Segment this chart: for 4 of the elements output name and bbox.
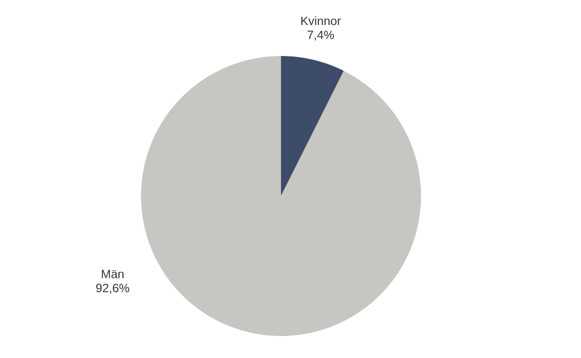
data-label: 7,4% <box>308 30 334 41</box>
data-label: 92,6% <box>96 284 130 294</box>
slice-label: Män <box>102 270 124 278</box>
slice-label: Kvinnor <box>301 16 341 26</box>
